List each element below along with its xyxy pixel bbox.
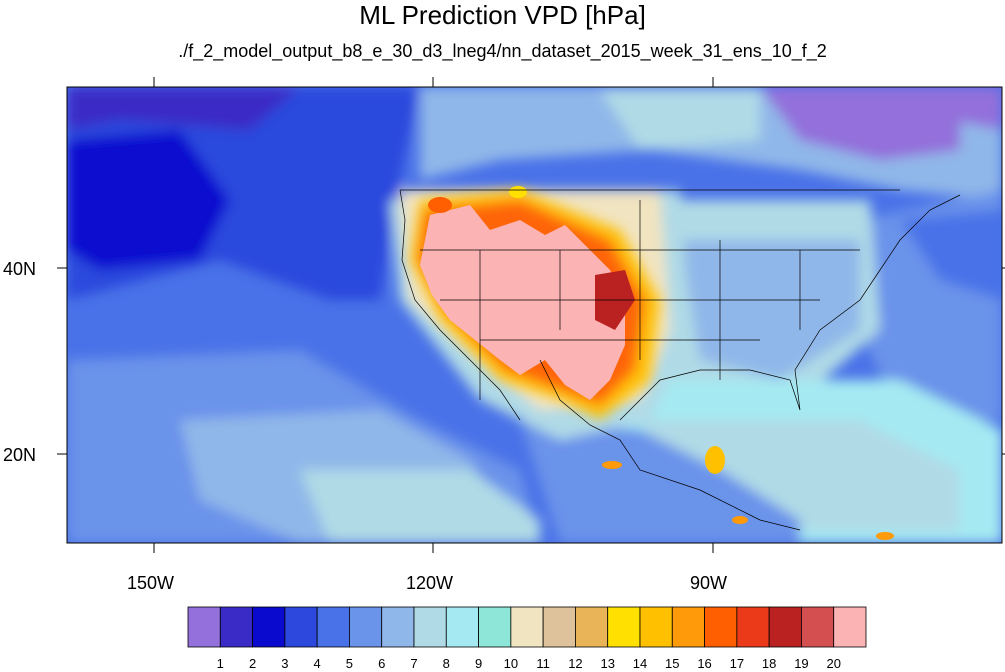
- vpd-max-region: [420, 205, 625, 400]
- colorbar-swatch: [768, 606, 802, 648]
- colorbar-swatch: [316, 606, 350, 648]
- colorbar-tick-label: 20: [826, 656, 841, 671]
- plot-frame: [66, 86, 1003, 544]
- map-title: ML Prediction VPD [hPa]: [359, 0, 646, 30]
- lat-label-20n: 20N: [3, 445, 37, 465]
- colorbar-tick-label: 9: [474, 656, 483, 671]
- lon-label-90w: 90W: [690, 573, 728, 593]
- colorbar-swatch: [381, 606, 415, 648]
- colorbar-tick-label: 18: [761, 656, 777, 671]
- colorbar-swatch: [704, 606, 738, 648]
- colorbar-swatch: [478, 606, 512, 648]
- colorbar-swatch: [510, 606, 544, 648]
- colorbar-swatch: [639, 606, 673, 648]
- lon-label-120w: 120W: [406, 573, 454, 593]
- colorbar-tick-label: 3: [281, 656, 289, 671]
- colorbar-swatch: [284, 606, 318, 648]
- colorbar-swatch: [187, 606, 221, 648]
- colorbar-swatch: [413, 606, 447, 648]
- colorbar-tick-label: 6: [378, 656, 386, 671]
- colorbar-swatch: [252, 606, 286, 648]
- colorbar-swatch: [833, 606, 867, 648]
- colorbar-tick-label: 10: [503, 656, 519, 671]
- colorbar-tick-label: 12: [568, 656, 583, 671]
- lat-label-40n: 40N: [3, 259, 37, 279]
- colorbar-swatch: [671, 606, 705, 648]
- colorbar-swatch: [607, 606, 641, 648]
- colorbar-tick-label: 16: [697, 656, 712, 671]
- coastlines: [399, 189, 961, 531]
- colorbar-tick-label: 5: [345, 656, 354, 671]
- colorbar-tick-label: 2: [248, 656, 257, 671]
- colorbar-swatch: [219, 606, 253, 648]
- colorbar-tick-label: 1: [216, 656, 224, 671]
- colorbar-tick-label: 13: [600, 656, 615, 671]
- colorbar-tick-label: 11: [536, 656, 550, 671]
- colorbar-tick-label: 15: [665, 656, 680, 671]
- colorbar-tick-label: 19: [794, 656, 809, 671]
- colorbar-swatch: [445, 606, 479, 648]
- colorbar-swatch: [349, 606, 383, 648]
- colorbar-tick-label: 14: [632, 656, 648, 671]
- lon-label-150w: 150W: [127, 573, 175, 593]
- colorbar-tick-label: 8: [442, 656, 450, 671]
- colorbar-tick-label: 17: [729, 656, 745, 671]
- colorbar: [187, 606, 867, 648]
- colorbar-swatch: [575, 606, 609, 648]
- colorbar-swatch: [736, 606, 770, 648]
- colorbar-swatch: [542, 606, 576, 648]
- colorbar-swatch: [801, 606, 835, 648]
- colorbar-tick-label: 7: [410, 656, 418, 671]
- colorbar-tick-label: 4: [313, 656, 321, 671]
- map-field: [67, 87, 1002, 543]
- map-subtitle: ./f_2_model_output_b8_e_30_d3_lneg4/nn_d…: [178, 41, 827, 61]
